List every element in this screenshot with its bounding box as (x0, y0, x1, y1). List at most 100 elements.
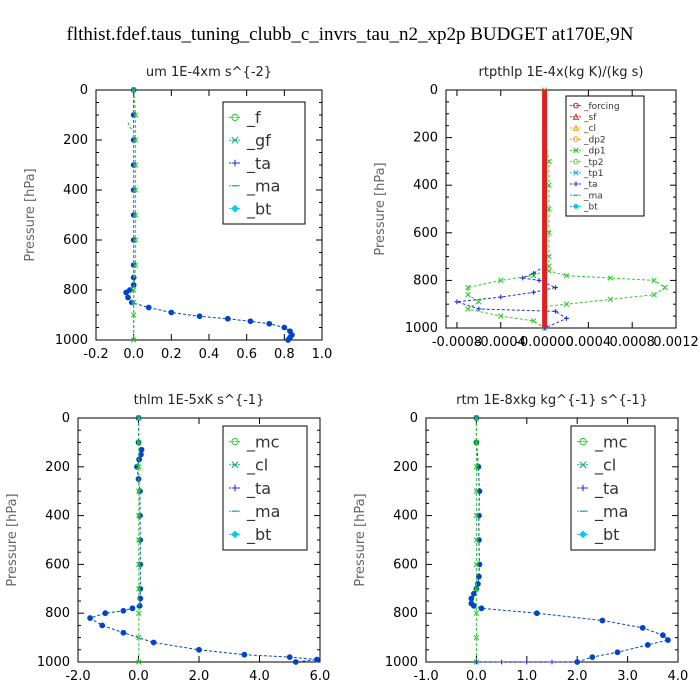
data-point (644, 642, 651, 648)
series-tp2 (465, 268, 548, 331)
data-point (145, 304, 152, 311)
series-mc (473, 415, 480, 665)
data-point (476, 537, 482, 543)
data-point (465, 291, 471, 298)
legend: _f _gf _ta _ma_bt (222, 101, 306, 225)
data-point (120, 607, 127, 614)
y-axis-label: Pressure [hPa] (373, 162, 388, 255)
data-point (546, 158, 552, 165)
x-tick-label: 3.0 (617, 669, 638, 684)
y-tick-label: 0 (80, 83, 88, 98)
data-point (136, 488, 142, 494)
legend-marker (573, 136, 579, 143)
data-point (241, 651, 248, 658)
data-point (473, 488, 480, 494)
data-point (499, 659, 504, 665)
chart-panel-1: um 1E-4xm s^{-2} 0 200 400 600 800 1000-0.2 0.0… (23, 65, 332, 362)
y-tick-label: 200 (45, 460, 70, 475)
y-tick-label: 200 (63, 133, 88, 148)
legend-label: _ta (594, 479, 619, 499)
legend-marker (573, 147, 579, 154)
legend-box (565, 95, 645, 217)
series-f (130, 87, 139, 343)
legend-marker (572, 203, 580, 210)
panel-title: rtm 1E-8xkg kg^{-1} s^{-1} (456, 393, 648, 408)
legend-label: _ma (583, 191, 603, 201)
y-tick-label: 400 (45, 509, 70, 524)
series-gf (127, 122, 135, 340)
y-tick-label: 800 (393, 606, 418, 621)
legend: _forcing_sf_cl_dp2 _dp1_tp2_tp1_ta_ma _bt (565, 95, 645, 217)
series-mc (136, 415, 142, 665)
data-point (546, 230, 552, 236)
legend-label: _bt (246, 525, 271, 545)
data-point (651, 277, 657, 284)
data-point (247, 318, 254, 325)
data-point (476, 512, 482, 519)
data-point (531, 270, 537, 276)
data-point (136, 537, 142, 543)
legend-label: _bt (583, 203, 598, 213)
y-tick-label: 1000 (405, 321, 438, 336)
data-point (130, 87, 137, 93)
data-point (132, 112, 139, 118)
data-point (196, 313, 203, 320)
data-point (474, 659, 479, 665)
x-tick-label: 6.0 (310, 669, 331, 684)
y-tick-label: 800 (63, 283, 88, 298)
data-point (123, 289, 130, 296)
y-tick-label: 0 (62, 411, 70, 426)
legend-label: _ta (246, 479, 271, 499)
data-point (520, 275, 526, 281)
data-point (651, 291, 657, 298)
data-point (533, 610, 540, 617)
y-axis-label: Pressure [hPa] (23, 168, 38, 261)
data-point (150, 639, 157, 646)
data-point (530, 318, 537, 324)
series-line (544, 90, 666, 328)
y-tick-label: 600 (63, 233, 88, 248)
legend-label: _mc (594, 432, 627, 452)
series-ta (123, 87, 295, 343)
data-point (546, 253, 552, 260)
legend-label: _ta (583, 180, 598, 190)
x-tick-label: 0.4 (199, 347, 220, 362)
legend-label: _f (246, 108, 261, 128)
x-tick-label: 0.2 (161, 347, 182, 362)
data-point (662, 284, 668, 291)
data-point (136, 464, 142, 470)
x-tick-label: 0.0 (123, 347, 144, 362)
x-tick-label: -0.0004 (476, 335, 526, 350)
data-point (607, 275, 614, 281)
data-point (574, 659, 580, 665)
data-point (524, 659, 530, 665)
x-tick-label: 0.0 (128, 669, 149, 684)
y-tick-label: 600 (45, 557, 70, 572)
data-point (468, 595, 475, 602)
data-point (589, 654, 596, 661)
data-point (130, 337, 137, 343)
series-line (133, 89, 137, 340)
y-tick-label: 0 (430, 83, 438, 98)
data-point (136, 659, 142, 665)
y-tick-label: 800 (413, 273, 438, 288)
legend-marker (231, 437, 239, 446)
legend-marker (573, 181, 579, 187)
data-point (564, 316, 569, 321)
data-point (470, 590, 477, 597)
x-tick-label: 4.0 (668, 669, 689, 684)
x-tick-label: 4.0 (249, 669, 270, 684)
data-point (549, 659, 555, 665)
data-point (168, 309, 175, 316)
y-tick-label: 600 (413, 226, 438, 241)
data-point (478, 605, 485, 612)
data-point (553, 308, 558, 314)
chart-panel-4: rtm 1E-8xkg kg^{-1} s^{-1} 0 200 400 600 800 1… (353, 393, 688, 684)
y-tick-label: 600 (393, 557, 418, 572)
data-point (497, 313, 504, 319)
data-point (659, 632, 666, 639)
data-point (281, 324, 288, 331)
x-tick-label: 2.0 (567, 669, 588, 684)
data-point (531, 289, 537, 295)
